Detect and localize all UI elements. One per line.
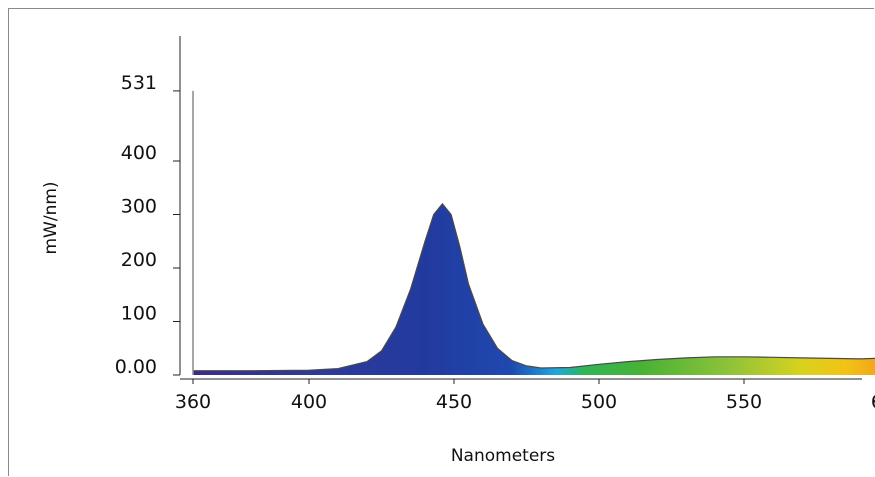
x-tick-label: 450 [436, 391, 472, 413]
x-tick-label: 550 [726, 391, 762, 413]
y-tick-label: 0.00 [115, 356, 157, 378]
chart-frame [8, 8, 874, 476]
y-tick-label: 100 [121, 303, 157, 325]
series-line-0 [193, 202, 875, 372]
series-area-0 [193, 203, 875, 375]
y-tick-label: 200 [121, 249, 157, 271]
axes-layer [173, 36, 862, 384]
y-axis-title: mW/nm) [41, 181, 61, 254]
labels-layer: 3604004505005506006507007508000.00100200… [115, 72, 875, 413]
series-layer [193, 202, 875, 375]
y-tick-label: 400 [121, 142, 157, 164]
x-tick-label: 600 [871, 391, 875, 413]
y-tick-label: 300 [121, 196, 157, 218]
x-tick-label: 500 [581, 391, 617, 413]
x-tick-label: 360 [175, 391, 211, 413]
x-tick-label: 400 [291, 391, 327, 413]
x-axis-title: Nanometers [451, 446, 555, 466]
y-tick-label: 531 [121, 72, 157, 94]
